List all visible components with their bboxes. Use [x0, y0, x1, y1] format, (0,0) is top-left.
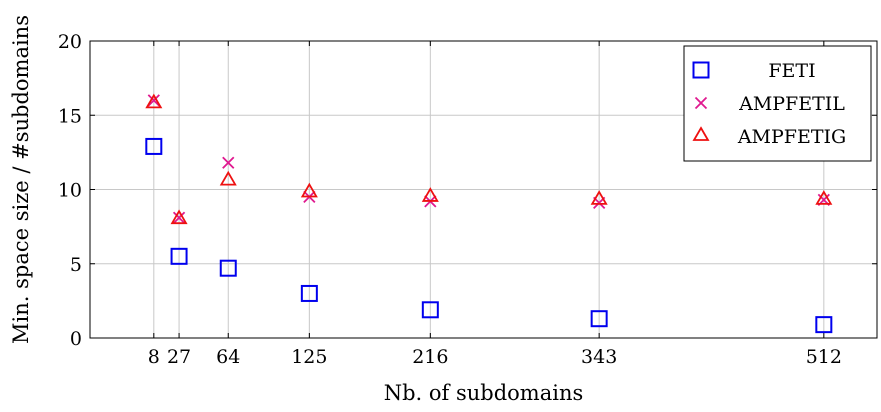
data-point-feti — [421, 301, 439, 319]
y-tick-label: 10 — [58, 180, 82, 202]
legend-label-feti: FETI — [768, 60, 815, 82]
data-point-ampfetil — [147, 94, 160, 107]
legend-box — [683, 45, 872, 162]
data-point-ampfetig — [300, 182, 318, 198]
y-tick-label: 0 — [70, 328, 82, 350]
data-point-ampfetig — [145, 93, 163, 109]
data-point-ampfetil — [222, 156, 235, 169]
data-point-ampfetig — [815, 190, 833, 205]
axis-ticks: 8 27 64 125 216 343 512 0 5 10 15 20 — [58, 31, 877, 368]
x-tick-label: 343 — [581, 346, 617, 368]
data-point-feti — [590, 310, 608, 328]
data-point-feti — [300, 284, 318, 302]
data-point-ampfetig — [170, 209, 188, 225]
legend-marker-feti — [692, 61, 710, 79]
data-point-ampfetig — [219, 170, 237, 186]
legend-marker-ampfetig — [692, 126, 710, 141]
legend: FETI AMPFETIL AMPFETIG — [683, 45, 872, 162]
x-tick-label: 216 — [412, 346, 448, 368]
y-tick-label: 15 — [58, 105, 82, 127]
legend-label-ampfetil: AMPFETIL — [738, 93, 845, 115]
data-point-ampfetil — [172, 211, 186, 224]
x-tick-label: 512 — [806, 346, 842, 368]
data-point-feti — [170, 247, 188, 265]
x-axis-label: Nb. of subdomains — [384, 381, 584, 405]
y-tick-label: 20 — [58, 31, 82, 53]
data-marks — [145, 93, 833, 334]
x-tick-label: 64 — [216, 346, 240, 368]
data-point-ampfetig — [421, 187, 439, 202]
data-point-feti — [219, 259, 237, 277]
legend-marker-ampfetil — [694, 96, 708, 110]
data-point-feti — [145, 137, 163, 155]
x-tick-label: 27 — [167, 346, 191, 368]
x-tick-label: 125 — [291, 346, 327, 368]
data-point-ampfetig — [590, 190, 608, 205]
legend-label-ampfetig: AMPFETIG — [737, 126, 846, 148]
x-tick-label: 8 — [148, 346, 160, 368]
y-axis-label: Min. space size / #subdomains — [9, 15, 33, 344]
y-tick-label: 5 — [70, 254, 82, 276]
data-point-feti — [815, 316, 833, 334]
